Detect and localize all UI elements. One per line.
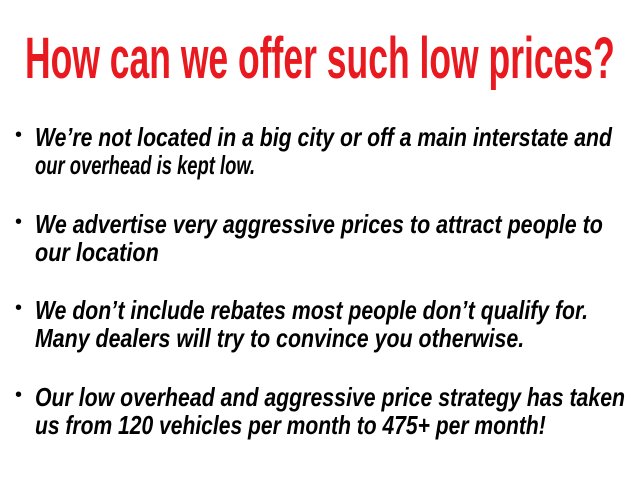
- bullet-2-line-2: our location: [35, 237, 159, 267]
- slide-title: How can we offer such low prices?: [25, 26, 615, 91]
- bullet-4-line-2: us from 120 vehicles per month to 475+ p…: [35, 410, 546, 440]
- bullet-1-line-1: We’re not located in a big city or off a…: [35, 122, 612, 152]
- bullet-dot-icon: •: [15, 297, 23, 319]
- bullet-4-line-1: Our low overhead and aggressive price st…: [35, 382, 626, 412]
- bullet-2-line-1: We advertise very aggressive prices to a…: [35, 209, 603, 239]
- bullet-dot-icon: •: [15, 211, 23, 233]
- bullet-dot-icon: •: [15, 124, 23, 146]
- bullet-1-line-2: our overhead is kept low.: [35, 150, 256, 180]
- bullet-3-line-2: Many dealers will try to convince you ot…: [35, 323, 525, 353]
- bullet-dot-icon: •: [15, 384, 23, 406]
- bullet-3-line-1: We don’t include rebates most people don…: [35, 295, 588, 325]
